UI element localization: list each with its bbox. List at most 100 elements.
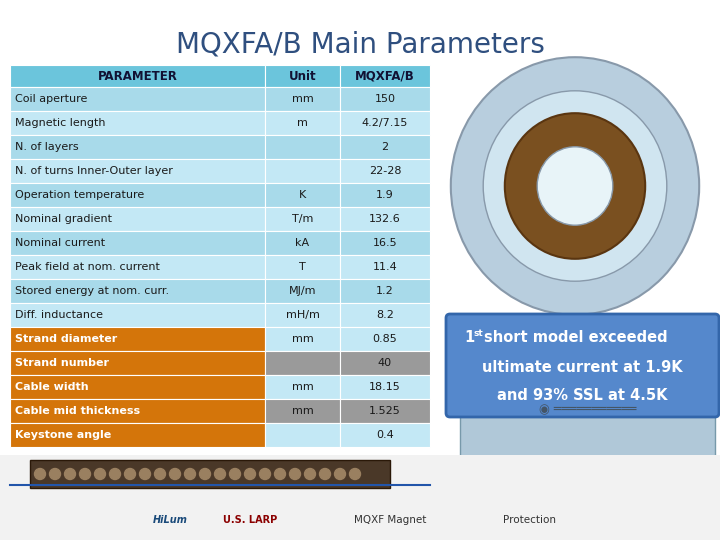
Bar [265, 207, 340, 231]
Circle shape [140, 469, 150, 480]
Text: N. of layers: N. of layers [15, 142, 78, 152]
Text: 1: 1 [464, 330, 474, 346]
Text: m: m [297, 118, 308, 128]
Text: Magnetic length: Magnetic length [15, 118, 106, 128]
Text: Nominal current: Nominal current [15, 238, 105, 248]
Bar [265, 65, 340, 87]
Bar [0, 455, 720, 540]
Text: Cable mid thickness: Cable mid thickness [15, 406, 140, 416]
Bar [10, 65, 265, 87]
Bar [10, 111, 265, 135]
Bar [10, 399, 265, 423]
Text: st: st [473, 328, 482, 338]
Text: 1.2: 1.2 [376, 286, 394, 296]
Text: 0.85: 0.85 [373, 334, 397, 344]
Bar [340, 375, 430, 399]
Circle shape [230, 469, 240, 480]
Circle shape [259, 469, 271, 480]
Bar [340, 135, 430, 159]
Bar [340, 207, 430, 231]
Circle shape [94, 469, 106, 480]
Text: kA: kA [295, 238, 310, 248]
Text: Unit: Unit [289, 70, 316, 83]
Bar [10, 135, 265, 159]
Circle shape [79, 469, 91, 480]
Bar [265, 423, 340, 447]
Bar [265, 159, 340, 183]
Text: Stored energy at nom. curr.: Stored energy at nom. curr. [15, 286, 169, 296]
Bar [340, 255, 430, 279]
Bar [10, 327, 265, 351]
Bar [340, 159, 430, 183]
Ellipse shape [451, 57, 699, 315]
Text: and 93% SSL at 4.5K: and 93% SSL at 4.5K [498, 388, 667, 403]
Text: 1.525: 1.525 [369, 406, 401, 416]
Bar [265, 87, 340, 111]
Bar [10, 159, 265, 183]
Circle shape [65, 469, 76, 480]
Circle shape [320, 469, 330, 480]
Text: Diff. inductance: Diff. inductance [15, 310, 103, 320]
Bar [10, 351, 265, 375]
Bar [10, 207, 265, 231]
Text: short model exceeded: short model exceeded [484, 330, 667, 346]
Bar [460, 360, 715, 460]
Text: 8.2: 8.2 [376, 310, 394, 320]
Circle shape [35, 469, 45, 480]
Text: T/m: T/m [292, 214, 313, 224]
Text: T: T [299, 262, 306, 272]
Text: mm: mm [292, 406, 313, 416]
Ellipse shape [505, 113, 645, 259]
Text: 1.9: 1.9 [376, 190, 394, 200]
Text: 132.6: 132.6 [369, 214, 401, 224]
Text: Cable width: Cable width [15, 382, 89, 392]
Bar [340, 351, 430, 375]
Bar [30, 460, 390, 488]
Circle shape [305, 469, 315, 480]
Bar [10, 183, 265, 207]
Text: K: K [299, 190, 306, 200]
Bar [10, 375, 265, 399]
Text: 2: 2 [382, 142, 389, 152]
Circle shape [125, 469, 135, 480]
Bar [340, 65, 430, 87]
Circle shape [199, 469, 210, 480]
Text: Peak field at nom. current: Peak field at nom. current [15, 262, 160, 272]
Text: HiLum: HiLum [153, 515, 187, 525]
Bar [340, 183, 430, 207]
Bar [340, 87, 430, 111]
Bar [340, 327, 430, 351]
Bar [340, 111, 430, 135]
Bar [265, 111, 340, 135]
Text: 150: 150 [374, 94, 395, 104]
Bar [10, 279, 265, 303]
Circle shape [335, 469, 346, 480]
Text: Coil aperture: Coil aperture [15, 94, 87, 104]
Text: U.S. LARP: U.S. LARP [223, 515, 277, 525]
Circle shape [289, 469, 300, 480]
Circle shape [50, 469, 60, 480]
Bar [340, 231, 430, 255]
Bar [10, 231, 265, 255]
Text: mH/m: mH/m [286, 310, 320, 320]
Text: ◉ ═══════════: ◉ ═══════════ [539, 403, 636, 416]
Ellipse shape [483, 91, 667, 281]
Bar [265, 231, 340, 255]
Text: 11.4: 11.4 [373, 262, 397, 272]
Text: mm: mm [292, 334, 313, 344]
Bar [340, 423, 430, 447]
Text: 18.15: 18.15 [369, 382, 401, 392]
Bar [340, 279, 430, 303]
FancyBboxPatch shape [446, 314, 719, 417]
Circle shape [245, 469, 256, 480]
Ellipse shape [537, 147, 613, 225]
Bar [265, 399, 340, 423]
Text: mm: mm [292, 94, 313, 104]
Text: PARAMETER: PARAMETER [98, 70, 177, 83]
Circle shape [169, 469, 181, 480]
Circle shape [184, 469, 196, 480]
Bar [10, 423, 265, 447]
Text: MQXFA/B Main Parameters: MQXFA/B Main Parameters [176, 30, 544, 58]
Bar [340, 303, 430, 327]
Bar [10, 255, 265, 279]
